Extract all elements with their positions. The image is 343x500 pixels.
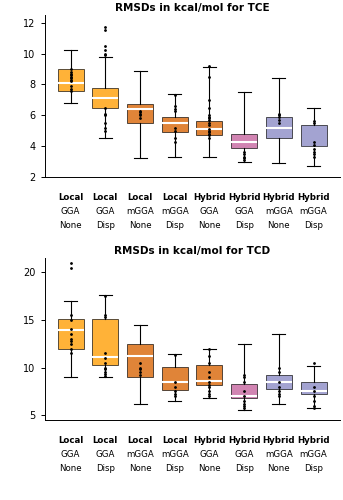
Text: Disp: Disp (96, 220, 115, 230)
Text: Disp: Disp (165, 220, 184, 230)
Text: mGGA: mGGA (265, 450, 293, 459)
Text: Local: Local (127, 436, 153, 445)
Text: GGA: GGA (96, 450, 115, 459)
Text: Hybrid: Hybrid (297, 436, 330, 445)
Text: None: None (59, 464, 82, 472)
Text: mGGA: mGGA (300, 207, 328, 216)
Text: mGGA: mGGA (126, 450, 154, 459)
Text: Hybrid: Hybrid (263, 436, 295, 445)
Text: GGA: GGA (235, 207, 254, 216)
PathPatch shape (92, 88, 118, 108)
Text: mGGA: mGGA (161, 207, 189, 216)
Text: Local: Local (93, 436, 118, 445)
Text: Local: Local (127, 193, 153, 202)
PathPatch shape (162, 117, 188, 132)
Text: GGA: GGA (200, 450, 219, 459)
Text: Local: Local (162, 193, 187, 202)
Text: Hybrid: Hybrid (263, 193, 295, 202)
Text: mGGA: mGGA (265, 207, 293, 216)
PathPatch shape (127, 104, 153, 123)
PathPatch shape (58, 319, 84, 348)
Text: GGA: GGA (61, 207, 80, 216)
Text: mGGA: mGGA (161, 450, 189, 459)
Text: Local: Local (58, 436, 83, 445)
PathPatch shape (58, 69, 84, 90)
Text: Disp: Disp (165, 464, 184, 472)
PathPatch shape (266, 117, 292, 138)
Text: Local: Local (58, 193, 83, 202)
Text: GGA: GGA (235, 450, 254, 459)
Text: Hybrid: Hybrid (228, 193, 260, 202)
Text: None: None (198, 220, 221, 230)
Text: GGA: GGA (61, 450, 80, 459)
Text: None: None (268, 220, 290, 230)
Text: None: None (198, 464, 221, 472)
Text: Hybrid: Hybrid (193, 436, 226, 445)
Text: GGA: GGA (200, 207, 219, 216)
Text: Local: Local (162, 436, 187, 445)
Text: None: None (59, 220, 82, 230)
Text: Disp: Disp (96, 464, 115, 472)
Text: Disp: Disp (235, 220, 253, 230)
Text: GGA: GGA (96, 207, 115, 216)
Text: None: None (268, 464, 290, 472)
Title: RMSDs in kcal/mol for TCE: RMSDs in kcal/mol for TCE (115, 3, 269, 13)
Text: mGGA: mGGA (300, 450, 328, 459)
Text: Disp: Disp (235, 464, 253, 472)
Text: None: None (129, 464, 151, 472)
Title: RMSDs in kcal/mol for TCD: RMSDs in kcal/mol for TCD (114, 246, 270, 256)
Text: Disp: Disp (304, 464, 323, 472)
PathPatch shape (197, 364, 223, 384)
Text: Local: Local (93, 193, 118, 202)
Text: Hybrid: Hybrid (228, 436, 260, 445)
Text: mGGA: mGGA (126, 207, 154, 216)
PathPatch shape (266, 375, 292, 388)
Text: Disp: Disp (304, 220, 323, 230)
PathPatch shape (92, 319, 118, 364)
PathPatch shape (300, 382, 327, 394)
PathPatch shape (300, 126, 327, 146)
Text: None: None (129, 220, 151, 230)
Text: Hybrid: Hybrid (297, 193, 330, 202)
PathPatch shape (127, 344, 153, 377)
PathPatch shape (197, 122, 223, 134)
PathPatch shape (162, 366, 188, 390)
PathPatch shape (231, 384, 257, 398)
PathPatch shape (231, 134, 257, 147)
Text: Hybrid: Hybrid (193, 193, 226, 202)
